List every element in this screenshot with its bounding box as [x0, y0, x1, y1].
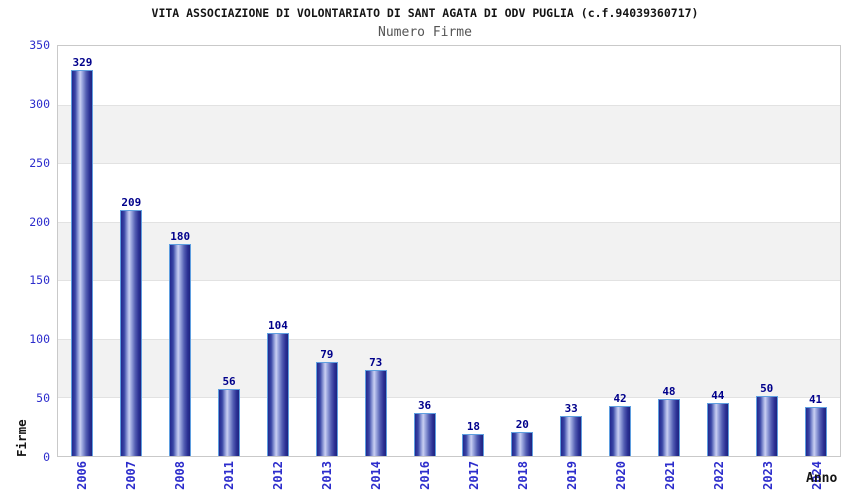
x-tick-label: 2021	[662, 461, 677, 490]
plot-band	[58, 397, 840, 456]
x-tick-label: 2013	[319, 461, 334, 490]
bar-slot: 48	[645, 46, 694, 456]
x-tick-label: 2014	[368, 461, 383, 490]
x-label-slot: 2019	[547, 461, 596, 497]
bar-value-label: 56	[222, 375, 236, 389]
bar-slot: 18	[449, 46, 498, 456]
bar-slot: 36	[400, 46, 449, 456]
x-label-slot: 2017	[449, 461, 498, 497]
bar	[364, 369, 387, 456]
x-label-slot: 2018	[498, 461, 547, 497]
chart-subtitle: Numero Firme	[378, 25, 472, 40]
bar-value-label: 79	[320, 348, 334, 362]
x-tick-label: 2012	[270, 461, 285, 490]
x-tick-label: 2011	[221, 461, 236, 490]
bar	[120, 210, 143, 456]
bar-slot: 41	[791, 46, 840, 456]
plot-band	[58, 163, 840, 222]
x-label-slot: 2021	[645, 461, 694, 497]
bar-value-label: 48	[662, 384, 676, 398]
bar-slot: 56	[205, 46, 254, 456]
bar	[804, 406, 827, 456]
bar-value-label: 44	[711, 389, 725, 403]
bar	[755, 396, 778, 456]
y-tick-label: 200	[29, 214, 50, 229]
bar-value-label: 50	[760, 382, 774, 396]
x-tick-label: 2020	[613, 461, 628, 490]
bar	[462, 433, 485, 456]
bar-value-label: 33	[564, 402, 578, 416]
bar	[560, 416, 583, 456]
x-tick-label: 2006	[74, 461, 89, 490]
x-tick-label: 2017	[466, 461, 481, 490]
bar-slot: 33	[547, 46, 596, 456]
y-tick-label: 300	[29, 96, 50, 111]
bar-slot: 79	[302, 46, 351, 456]
bar-value-label: 329	[72, 55, 93, 69]
x-label-slot: 2011	[204, 461, 253, 497]
plot-area: 329 209 180 56 104 79 73 36 18 20 33 42 48 44 50 41	[57, 45, 841, 457]
bar-value-label: 209	[121, 196, 142, 210]
y-tick-label: 250	[29, 155, 50, 170]
y-tick-label: 100	[29, 332, 50, 347]
x-axis-ticks: 2006 2007 2008 2011 2012 2013 2014 2016 2017 2018…	[57, 461, 841, 497]
x-label-slot: 2014	[351, 461, 400, 497]
x-tick-label: 2018	[515, 461, 530, 490]
bar-value-label: 180	[170, 230, 191, 244]
bar-slot: 73	[351, 46, 400, 456]
x-tick-label: 2007	[123, 461, 138, 490]
plot-band	[58, 104, 840, 164]
y-tick-label: 50	[36, 391, 50, 406]
x-tick-label: 2008	[172, 461, 187, 490]
x-tick-label: 2022	[711, 461, 726, 490]
bar	[706, 403, 729, 456]
bar-value-label: 41	[808, 392, 823, 406]
x-label-slot: 2012	[253, 461, 302, 497]
x-tick-label: 2016	[417, 461, 432, 490]
chart-title: VITA ASSOCIAZIONE DI VOLONTARIATO DI SAN…	[151, 6, 699, 20]
x-axis-label: Anno	[806, 471, 838, 486]
bar-slot: 104	[254, 46, 303, 456]
bar-slot: 42	[596, 46, 645, 456]
x-label-slot: 2016	[400, 461, 449, 497]
bar	[218, 389, 241, 456]
bar-value-label: 18	[466, 419, 481, 433]
bar-value-label: 73	[369, 355, 383, 369]
x-label-slot: 2006	[57, 461, 106, 497]
x-label-slot: 2023	[743, 461, 792, 497]
x-label-slot: 2008	[155, 461, 204, 497]
bar-value-label: 104	[268, 319, 288, 333]
bar-slot: 180	[156, 46, 205, 456]
bar	[657, 398, 680, 456]
y-tick-label: 0	[43, 450, 50, 464]
bar-value-label: 36	[417, 398, 432, 412]
bar	[266, 333, 289, 456]
bar-slot: 329	[58, 46, 107, 456]
bar-slot: 44	[693, 46, 742, 456]
x-tick-label: 2023	[760, 461, 775, 490]
x-label-slot: 2013	[302, 461, 351, 497]
y-tick-label: 150	[29, 273, 50, 288]
bar	[315, 362, 338, 456]
y-tick-label: 350	[29, 38, 50, 52]
plot-band	[58, 280, 840, 339]
x-label-slot: 2022	[694, 461, 743, 497]
bar	[609, 405, 632, 456]
bar	[413, 412, 436, 456]
x-tick-label: 2019	[564, 461, 579, 490]
bar-series: 329 209 180 56 104 79 73 36 18 20 33 42 48 44 50 41	[58, 46, 840, 456]
bar-slot: 20	[498, 46, 547, 456]
bar-value-label: 42	[613, 391, 627, 405]
bar	[71, 69, 94, 456]
bar-slot: 209	[107, 46, 156, 456]
bar	[169, 244, 192, 456]
bar-value-label: 20	[515, 417, 529, 431]
bar-slot: 50	[742, 46, 791, 456]
x-label-slot: 2007	[106, 461, 155, 497]
bar	[511, 431, 534, 456]
x-label-slot: 2020	[596, 461, 645, 497]
